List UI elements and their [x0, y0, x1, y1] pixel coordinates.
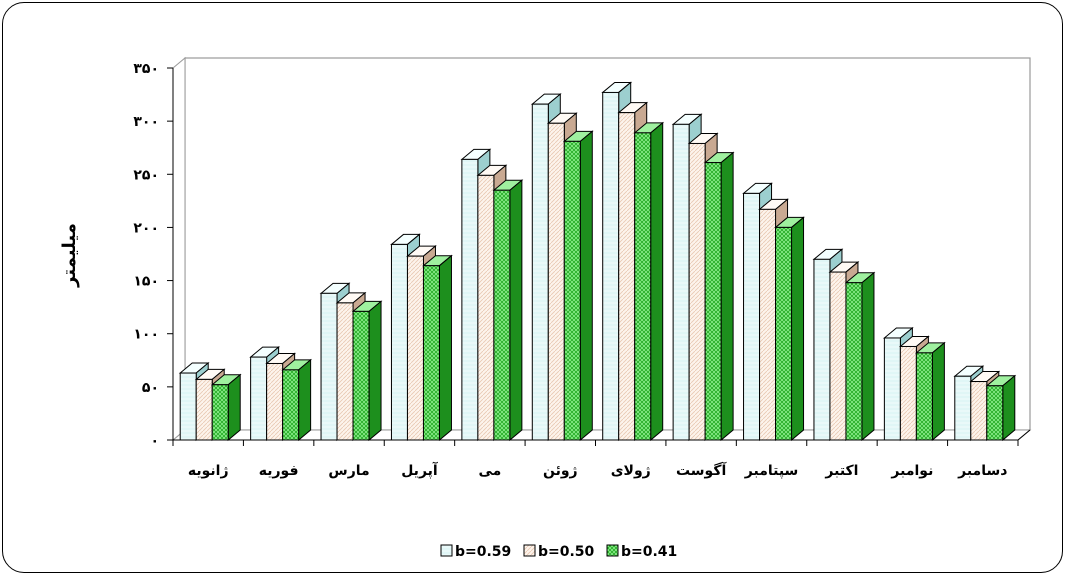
y-axis: ۰ ۵۰ ۱۰۰ ۱۵۰ ۲۰۰ ۲۵۰ ۳۰۰ ۳۵۰ — [133, 61, 174, 449]
bar — [351, 300, 383, 442]
y-tick-label: ۲۵۰ — [133, 167, 159, 183]
legend-swatch — [523, 544, 536, 557]
y-tick-label: ۵۰ — [142, 380, 159, 396]
y-tick-label: ۲۰۰ — [133, 220, 159, 236]
bar — [492, 179, 524, 442]
x-tick-label: آپریل — [401, 461, 439, 479]
y-axis-label: میلیمتر — [59, 223, 80, 288]
y-tick-label: ۱۵۰ — [133, 274, 159, 290]
y-tick-label: ۰ — [150, 433, 159, 449]
legend-label: b=0.59 — [455, 544, 511, 560]
legend-swatch — [440, 544, 453, 557]
x-tick-label: ژانویه — [188, 463, 229, 479]
x-tick-label: مارس — [328, 463, 369, 479]
y-tick-label: ۳۰۰ — [133, 114, 159, 130]
legend-item: b=0.41 — [606, 544, 677, 560]
y-tick-label: ۱۰۰ — [133, 327, 159, 343]
x-tick-label: سپتامبر — [744, 463, 799, 479]
legend-item: b=0.50 — [523, 544, 595, 560]
legend-label: b=0.41 — [621, 544, 677, 560]
bar-chart: ۰ ۵۰ ۱۰۰ ۱۵۰ ۲۰۰ ۲۵۰ ۳۰۰ ۳۵۰ ژانویه فوریه مارس آپر… — [59, 56, 1032, 560]
legend-label: b=0.50 — [538, 544, 595, 560]
x-tick-label: دسامبر — [957, 463, 1007, 479]
bar — [281, 358, 313, 442]
bar — [210, 373, 242, 442]
bar — [985, 374, 1017, 442]
x-tick-label: می — [478, 463, 501, 479]
x-tick-label: ژولای — [611, 463, 651, 479]
bar — [562, 130, 594, 442]
bar — [633, 121, 665, 442]
bar — [774, 216, 805, 442]
bar — [703, 151, 735, 442]
bar — [422, 254, 453, 442]
x-tick-label: آگوست — [676, 461, 728, 479]
x-tick-label: اکتبر — [824, 463, 858, 479]
bars — [178, 81, 1017, 442]
y-tick-label: ۳۵۰ — [133, 61, 159, 77]
bar — [844, 271, 876, 442]
x-tick-label: نوامبر — [890, 463, 933, 479]
legend-item: b=0.59 — [440, 544, 511, 560]
x-axis: ژانویه فوریه مارس آپریل می ژوئن ژولای آگوست سپتا… — [172, 429, 1031, 479]
bar — [914, 341, 946, 442]
legend: b=0.59 b=0.50 b=0.41 — [440, 544, 677, 560]
x-tick-label: فوریه — [259, 463, 299, 479]
legend-swatch — [606, 544, 619, 557]
x-tick-label: ژوئن — [543, 463, 578, 479]
